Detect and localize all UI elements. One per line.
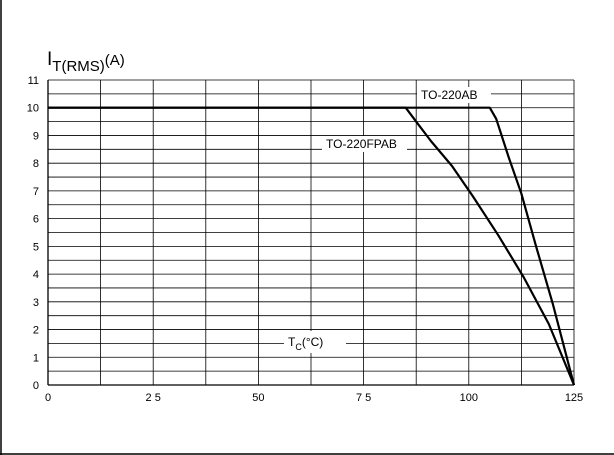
annotation-bg xyxy=(417,87,491,103)
y-axis-label: IT(RMS)(A) xyxy=(47,49,125,75)
series-line-to-220ab xyxy=(48,106,576,386)
x-axis-label: TC(°C) xyxy=(288,335,323,352)
series-lines xyxy=(48,106,576,386)
y-tick-label: 9 xyxy=(33,130,39,142)
y-tick-label: 11 xyxy=(28,75,39,87)
y-tick-label: 7 xyxy=(33,186,39,198)
x-tick-label: 50 xyxy=(252,392,264,404)
y-tick-label: 3 xyxy=(33,297,39,309)
x-tick-label: 7 5 xyxy=(356,392,371,404)
y-tick-label: 2 xyxy=(33,325,39,337)
x-axis-label-bg xyxy=(284,331,346,353)
x-tick-label: 2 5 xyxy=(146,392,161,404)
x-tick-label: 125 xyxy=(565,392,583,404)
annotation-to-220ab: TO-220AB xyxy=(421,88,477,102)
annotation-to-220fpab: TO-220FPAB xyxy=(326,137,397,151)
y-tick-label: 6 xyxy=(33,214,39,226)
y-tick-label: 8 xyxy=(33,158,39,170)
y-tick-label: 5 xyxy=(33,241,39,253)
series-line-to-220fpab xyxy=(48,106,576,386)
x-tick-label: 100 xyxy=(460,392,478,404)
y-tick-label: 0 xyxy=(33,380,39,392)
annotation-bg xyxy=(322,136,407,152)
annotations: TO-220AB TO-220FPAB xyxy=(322,87,491,152)
y-tick-label: 10 xyxy=(27,103,39,115)
y-tick-label: 4 xyxy=(33,269,39,281)
x-tick-label: 0 xyxy=(45,392,51,404)
y-tick-label: 1 xyxy=(33,352,39,364)
